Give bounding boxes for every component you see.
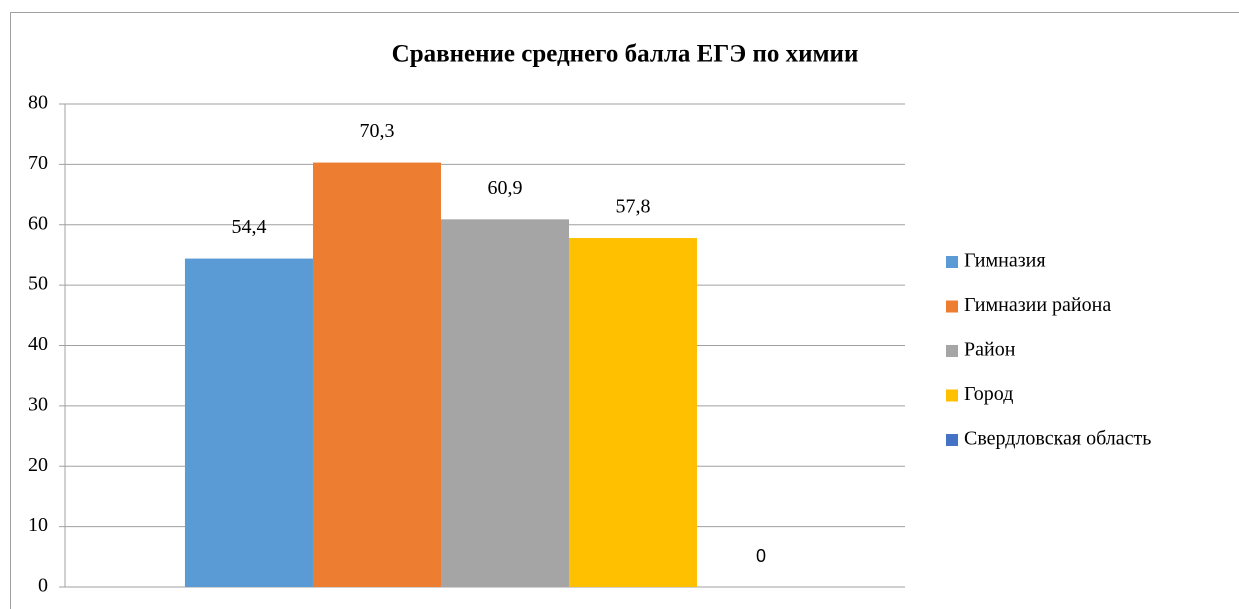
data-label: 60,9: [488, 177, 523, 199]
legend-swatch: [946, 256, 958, 268]
data-label: 70,3: [359, 120, 394, 142]
bar: [184, 258, 313, 587]
legend-label: Гимназии района: [964, 294, 1111, 316]
y-tick-label: 60: [28, 212, 48, 234]
legend-label: Свердловская область: [964, 428, 1151, 450]
legend-label: Район: [964, 339, 1016, 361]
y-tick-label: 10: [28, 514, 48, 536]
y-tick-label: 40: [28, 333, 48, 355]
legend-swatch: [946, 389, 958, 402]
legend-label: Гимназия: [964, 250, 1046, 272]
bar: [569, 238, 698, 587]
y-tick-label: 30: [28, 393, 48, 415]
bar: [440, 219, 570, 587]
y-tick-label: 50: [28, 273, 48, 295]
y-tick-label: 20: [28, 454, 48, 476]
y-tick-label: 70: [28, 152, 48, 174]
data-label: 57,8: [616, 196, 651, 218]
y-tick-label: 0: [38, 575, 48, 597]
chart-title: Сравнение среднего балла ЕГЭ по химии: [392, 41, 859, 68]
data-label: 54,4: [231, 216, 266, 238]
legend-label: Город: [964, 383, 1013, 405]
data-label: 0: [756, 546, 766, 566]
legend-swatch: [946, 345, 958, 357]
y-tick-label: 80: [28, 92, 48, 114]
legend-swatch: [946, 434, 958, 446]
legend-swatch: [946, 300, 958, 313]
bar: [312, 162, 441, 587]
